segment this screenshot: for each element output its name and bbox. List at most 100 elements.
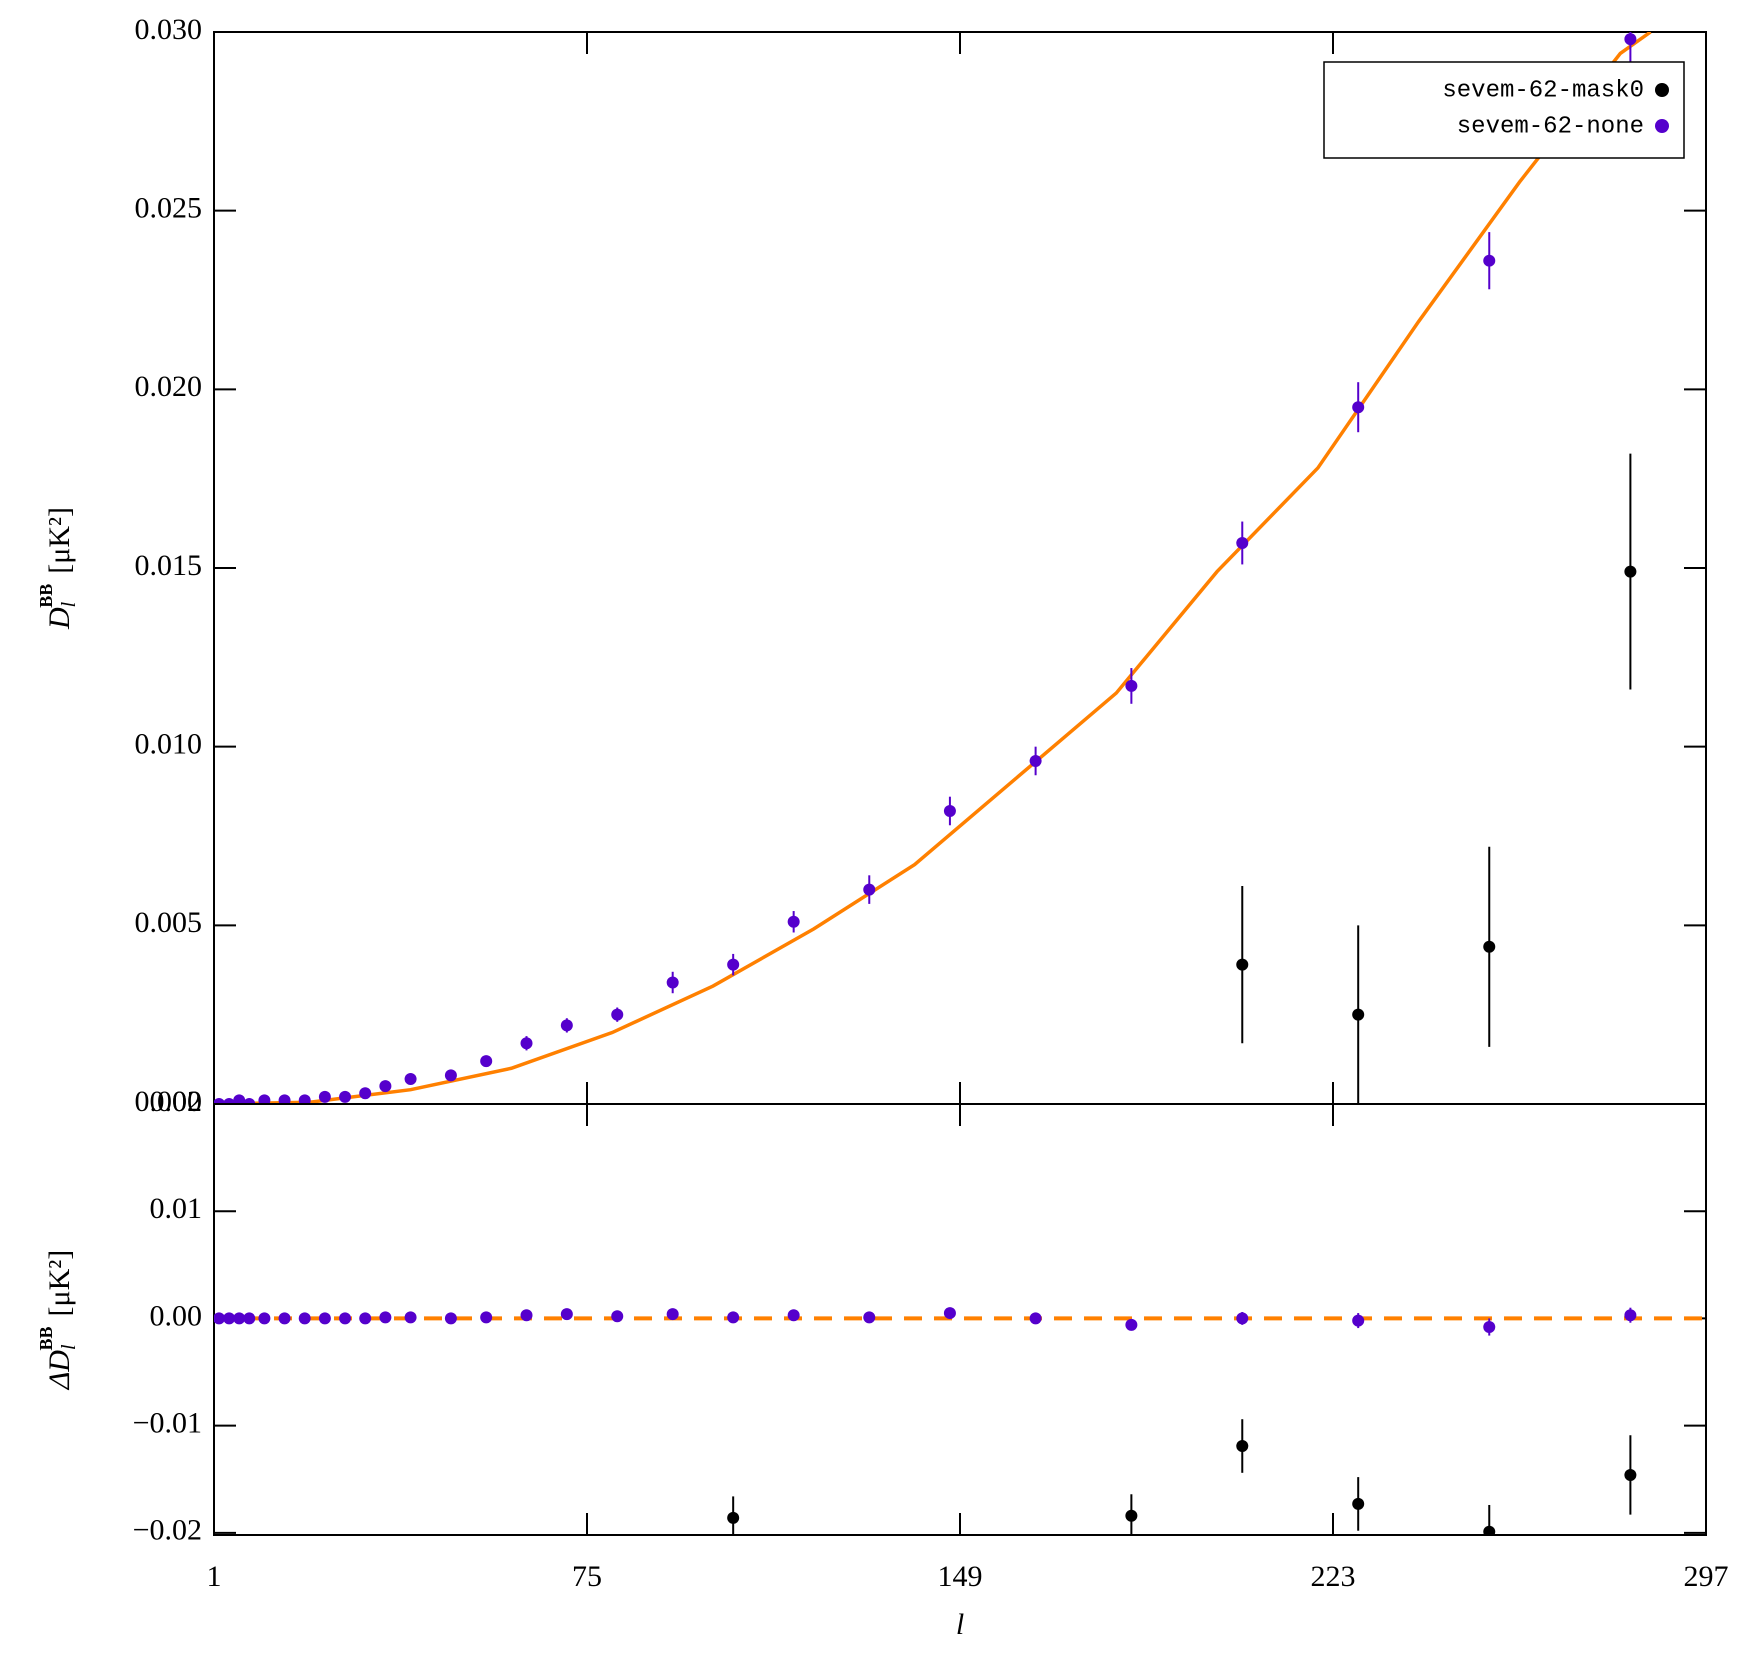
data-point: [943, 1307, 956, 1320]
data-point: [480, 1311, 493, 1324]
data-point: [611, 1008, 624, 1021]
data-point: [339, 1090, 352, 1103]
data-point: [318, 1312, 331, 1325]
data-point: [1483, 254, 1496, 267]
data-point: [223, 1312, 236, 1325]
data-point: [1483, 1321, 1496, 1334]
data-point: [278, 1312, 291, 1325]
data-point: [1483, 940, 1496, 953]
data-point: [444, 1312, 457, 1325]
x-tick-label: 75: [572, 1560, 602, 1593]
data-point: [1483, 1525, 1496, 1535]
legend-marker: [1655, 83, 1669, 97]
data-point: [787, 1309, 800, 1322]
data-point: [379, 1311, 392, 1324]
y-tick-label: 0.005: [135, 906, 203, 939]
y-tick-label: 0.000: [135, 1085, 203, 1118]
data-point: [1125, 1318, 1138, 1331]
data-point: [404, 1311, 417, 1324]
data-point: [1029, 754, 1042, 767]
y-tick-label: −0.02: [133, 1514, 202, 1547]
model-curve: [214, 32, 1652, 1104]
data-point: [278, 1094, 291, 1104]
data-point: [666, 1308, 679, 1321]
y-label-unit: [μK²]: [43, 507, 76, 574]
data-point: [1125, 679, 1138, 692]
data-point: [520, 1037, 533, 1050]
legend-label: sevem-62-none: [1457, 113, 1644, 140]
data-point: [379, 1080, 392, 1093]
data-point: [339, 1312, 352, 1325]
data-point: [560, 1308, 573, 1321]
y-tick-label: 0.010: [135, 728, 203, 761]
data-point: [943, 804, 956, 817]
data-point: [243, 1312, 256, 1325]
plot-area: [214, 1307, 1706, 1535]
y-tick-label: 0.015: [135, 549, 203, 582]
y-tick-label: 0.02: [150, 1085, 203, 1118]
data-point: [298, 1312, 311, 1325]
legend-marker: [1655, 119, 1669, 133]
y-axis-label: DlBB [μK²]: [36, 507, 79, 630]
data-point: [1352, 1008, 1365, 1021]
legend-box: [1323, 61, 1685, 159]
x-tick-label: 149: [938, 1560, 983, 1593]
data-point: [1236, 1440, 1249, 1453]
y-label-symbol: D: [43, 607, 76, 630]
data-point: [223, 1098, 236, 1104]
data-point: [666, 976, 679, 989]
x-tick-label: 1: [207, 1560, 222, 1593]
data-point: [727, 958, 740, 971]
data-point: [233, 1312, 246, 1325]
data-point: [298, 1094, 311, 1104]
data-point: [214, 1312, 226, 1325]
data-point: [359, 1312, 372, 1325]
data-point: [1352, 1497, 1365, 1510]
data-point: [243, 1098, 256, 1104]
data-point: [1624, 33, 1637, 46]
plot-frame: [213, 31, 1707, 1105]
data-point: [359, 1087, 372, 1100]
y-label-sub: l: [58, 1344, 80, 1350]
data-point: [444, 1069, 457, 1082]
data-point: [520, 1309, 533, 1322]
data-point: [1236, 1312, 1249, 1325]
data-point: [863, 883, 876, 896]
data-point: [1624, 1468, 1637, 1481]
data-point: [1352, 401, 1365, 414]
y-label-sub: l: [58, 601, 80, 607]
data-point: [1624, 1309, 1637, 1322]
data-point: [233, 1094, 246, 1104]
data-point: [214, 1098, 226, 1104]
y-tick-label: 0.01: [150, 1192, 203, 1225]
data-point: [1236, 536, 1249, 549]
data-point: [560, 1019, 573, 1032]
y-label-sup: BB: [36, 1326, 56, 1350]
data-point: [1029, 1312, 1042, 1325]
data-point: [863, 1311, 876, 1324]
y-tick-label: 0.020: [135, 370, 203, 403]
data-point: [318, 1090, 331, 1103]
y-tick-label: 0.025: [135, 192, 203, 225]
y-tick-label: 0.00: [150, 1299, 203, 1332]
data-point: [1125, 1509, 1138, 1522]
data-point: [258, 1312, 271, 1325]
data-point: [727, 1311, 740, 1324]
x-tick-label: 223: [1311, 1560, 1356, 1593]
data-point: [258, 1094, 271, 1104]
x-axis-label: l: [956, 1608, 964, 1641]
data-point: [480, 1055, 493, 1068]
data-point: [1624, 565, 1637, 578]
data-point: [787, 915, 800, 928]
y-tick-label: −0.01: [133, 1407, 202, 1440]
y-label-symbol: ΔD: [43, 1350, 76, 1391]
plot-area: [214, 32, 1652, 1104]
y-label-unit: [μK²]: [43, 1250, 76, 1317]
x-tick-label: 297: [1684, 1560, 1729, 1593]
data-point: [611, 1310, 624, 1323]
data-point: [1352, 1314, 1365, 1327]
y-axis-label: ΔDlBB [μK²]: [36, 1250, 79, 1391]
y-label-sup: BB: [36, 584, 56, 608]
data-point: [404, 1072, 417, 1085]
